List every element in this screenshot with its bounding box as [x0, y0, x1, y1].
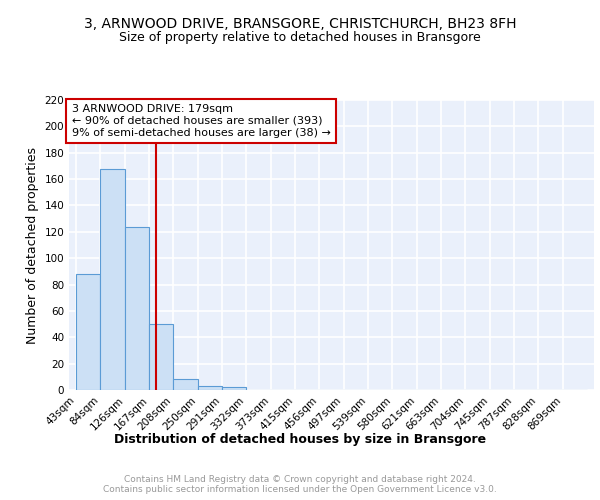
Text: 3 ARNWOOD DRIVE: 179sqm
← 90% of detached houses are smaller (393)
9% of semi-de: 3 ARNWOOD DRIVE: 179sqm ← 90% of detache…: [71, 104, 331, 138]
Text: 3, ARNWOOD DRIVE, BRANSGORE, CHRISTCHURCH, BH23 8FH: 3, ARNWOOD DRIVE, BRANSGORE, CHRISTCHURC…: [84, 18, 516, 32]
Text: Size of property relative to detached houses in Bransgore: Size of property relative to detached ho…: [119, 31, 481, 44]
Bar: [125, 226, 149, 390]
Text: Contains HM Land Registry data © Crown copyright and database right 2024.
Contai: Contains HM Land Registry data © Crown c…: [103, 474, 497, 494]
Bar: [173, 380, 198, 390]
Bar: [149, 324, 173, 390]
Bar: [76, 274, 100, 390]
Bar: [222, 388, 247, 390]
Bar: [100, 168, 125, 390]
Y-axis label: Number of detached properties: Number of detached properties: [26, 146, 39, 344]
Text: Distribution of detached houses by size in Bransgore: Distribution of detached houses by size …: [114, 432, 486, 446]
Bar: [198, 386, 222, 390]
